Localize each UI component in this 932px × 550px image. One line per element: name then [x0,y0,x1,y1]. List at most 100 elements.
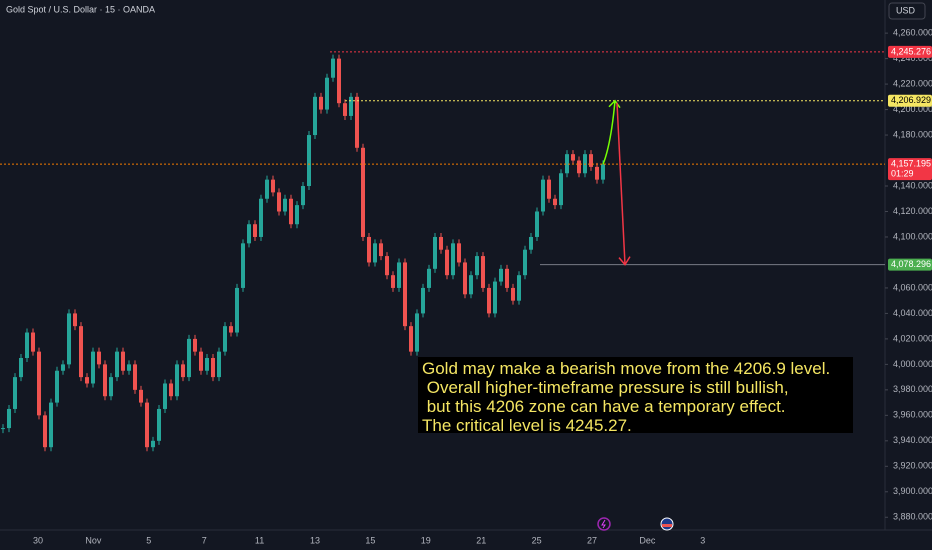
x-tick-label: 15 [365,535,375,545]
candle [85,377,89,384]
candle [415,313,419,352]
candle [403,262,407,327]
candle [361,147,365,237]
annotation-line: The critical level is 4245.27. [422,416,632,435]
y-tick-label: 4,100.000 [893,231,932,241]
price-label-bg [888,94,932,107]
annotation: Gold may make a bearish move from the 42… [418,357,853,435]
candle [325,77,329,110]
bull-arrow [602,100,616,165]
price-label: 4,078.296 [891,259,931,269]
candle [109,377,113,397]
x-tick-label: 5 [146,535,151,545]
candle [319,96,323,110]
candle [97,351,101,365]
y-tick-label: 4,120.000 [893,206,932,216]
y-tick-label: 3,920.000 [893,461,932,471]
candle [589,154,593,167]
candle [553,198,557,206]
candle [421,287,425,314]
candle [229,326,233,333]
y-tick-label: 4,060.000 [893,282,932,292]
y-tick-label: 4,140.000 [893,180,932,190]
candle [31,332,35,352]
bear-arrow-head [618,256,631,266]
candle [355,96,359,148]
x-tick-label: 21 [476,535,486,545]
y-tick-label: 4,220.000 [893,78,932,88]
price-label: 4,245.276 [891,46,931,56]
candle [499,268,503,282]
y-tick-label: 3,960.000 [893,410,932,420]
candle [121,351,125,371]
candle [397,262,401,288]
candle [205,358,209,371]
candle [277,192,281,212]
annotation-line: but this 4206 zone can have a temporary … [422,397,786,416]
candle [385,256,389,276]
candle [493,281,497,314]
candle [445,249,449,276]
annotation-line: Overall higher-timeframe pressure is sti… [422,378,789,397]
candle [535,211,539,237]
event-icon[interactable] [597,517,611,531]
candle [577,160,581,174]
candle [307,135,311,187]
x-tick-label: 3 [700,535,705,545]
candle [163,383,167,409]
candle [571,154,575,161]
currency-label[interactable]: USD [896,5,916,15]
annotation-line: Gold may make a bearish move from the 42… [422,359,831,378]
candle [505,268,509,288]
candle [79,326,83,378]
y-tick-label: 4,240.000 [893,53,932,63]
y-tick-label: 4,180.000 [893,129,932,139]
event-icon-bolt [601,519,606,529]
candle [517,275,521,301]
candle [439,236,443,250]
price-label: 4,157.195 [891,158,931,168]
candle [481,256,485,288]
candle [235,287,239,333]
candle [181,364,185,378]
candle [289,198,293,225]
candle [259,198,263,237]
candle [25,332,29,359]
candle [211,358,215,378]
candle [451,243,455,276]
price-label-bg [888,158,932,181]
candle [511,287,515,301]
candle [19,358,23,378]
candle [49,402,53,448]
candle [463,262,467,295]
candle [1,428,5,430]
x-tick-label: 27 [587,535,597,545]
candle [187,338,191,378]
y-tick-label: 3,940.000 [893,435,932,445]
y-tick-label: 3,980.000 [893,384,932,394]
candle [193,338,197,352]
x-tick-label: Nov [85,535,102,545]
price-label-bg [888,258,932,271]
candle [457,243,461,263]
candle [133,364,137,390]
flag-stripe [662,524,672,527]
candle [331,58,335,78]
candle [55,370,59,403]
candle [67,313,71,365]
candle [433,236,437,269]
candle [37,351,41,416]
candle [547,179,551,199]
candle [379,243,383,257]
x-tick-label: 19 [421,535,431,545]
price-label: 4,206.929 [891,95,931,105]
candle [595,166,599,180]
y-tick-label: 4,260.000 [893,28,932,38]
currency-button[interactable] [888,2,926,20]
candle [139,389,143,403]
y-tick-label: 4,040.000 [893,308,932,318]
candle [559,173,563,206]
candle [373,243,377,263]
candle [487,287,491,314]
